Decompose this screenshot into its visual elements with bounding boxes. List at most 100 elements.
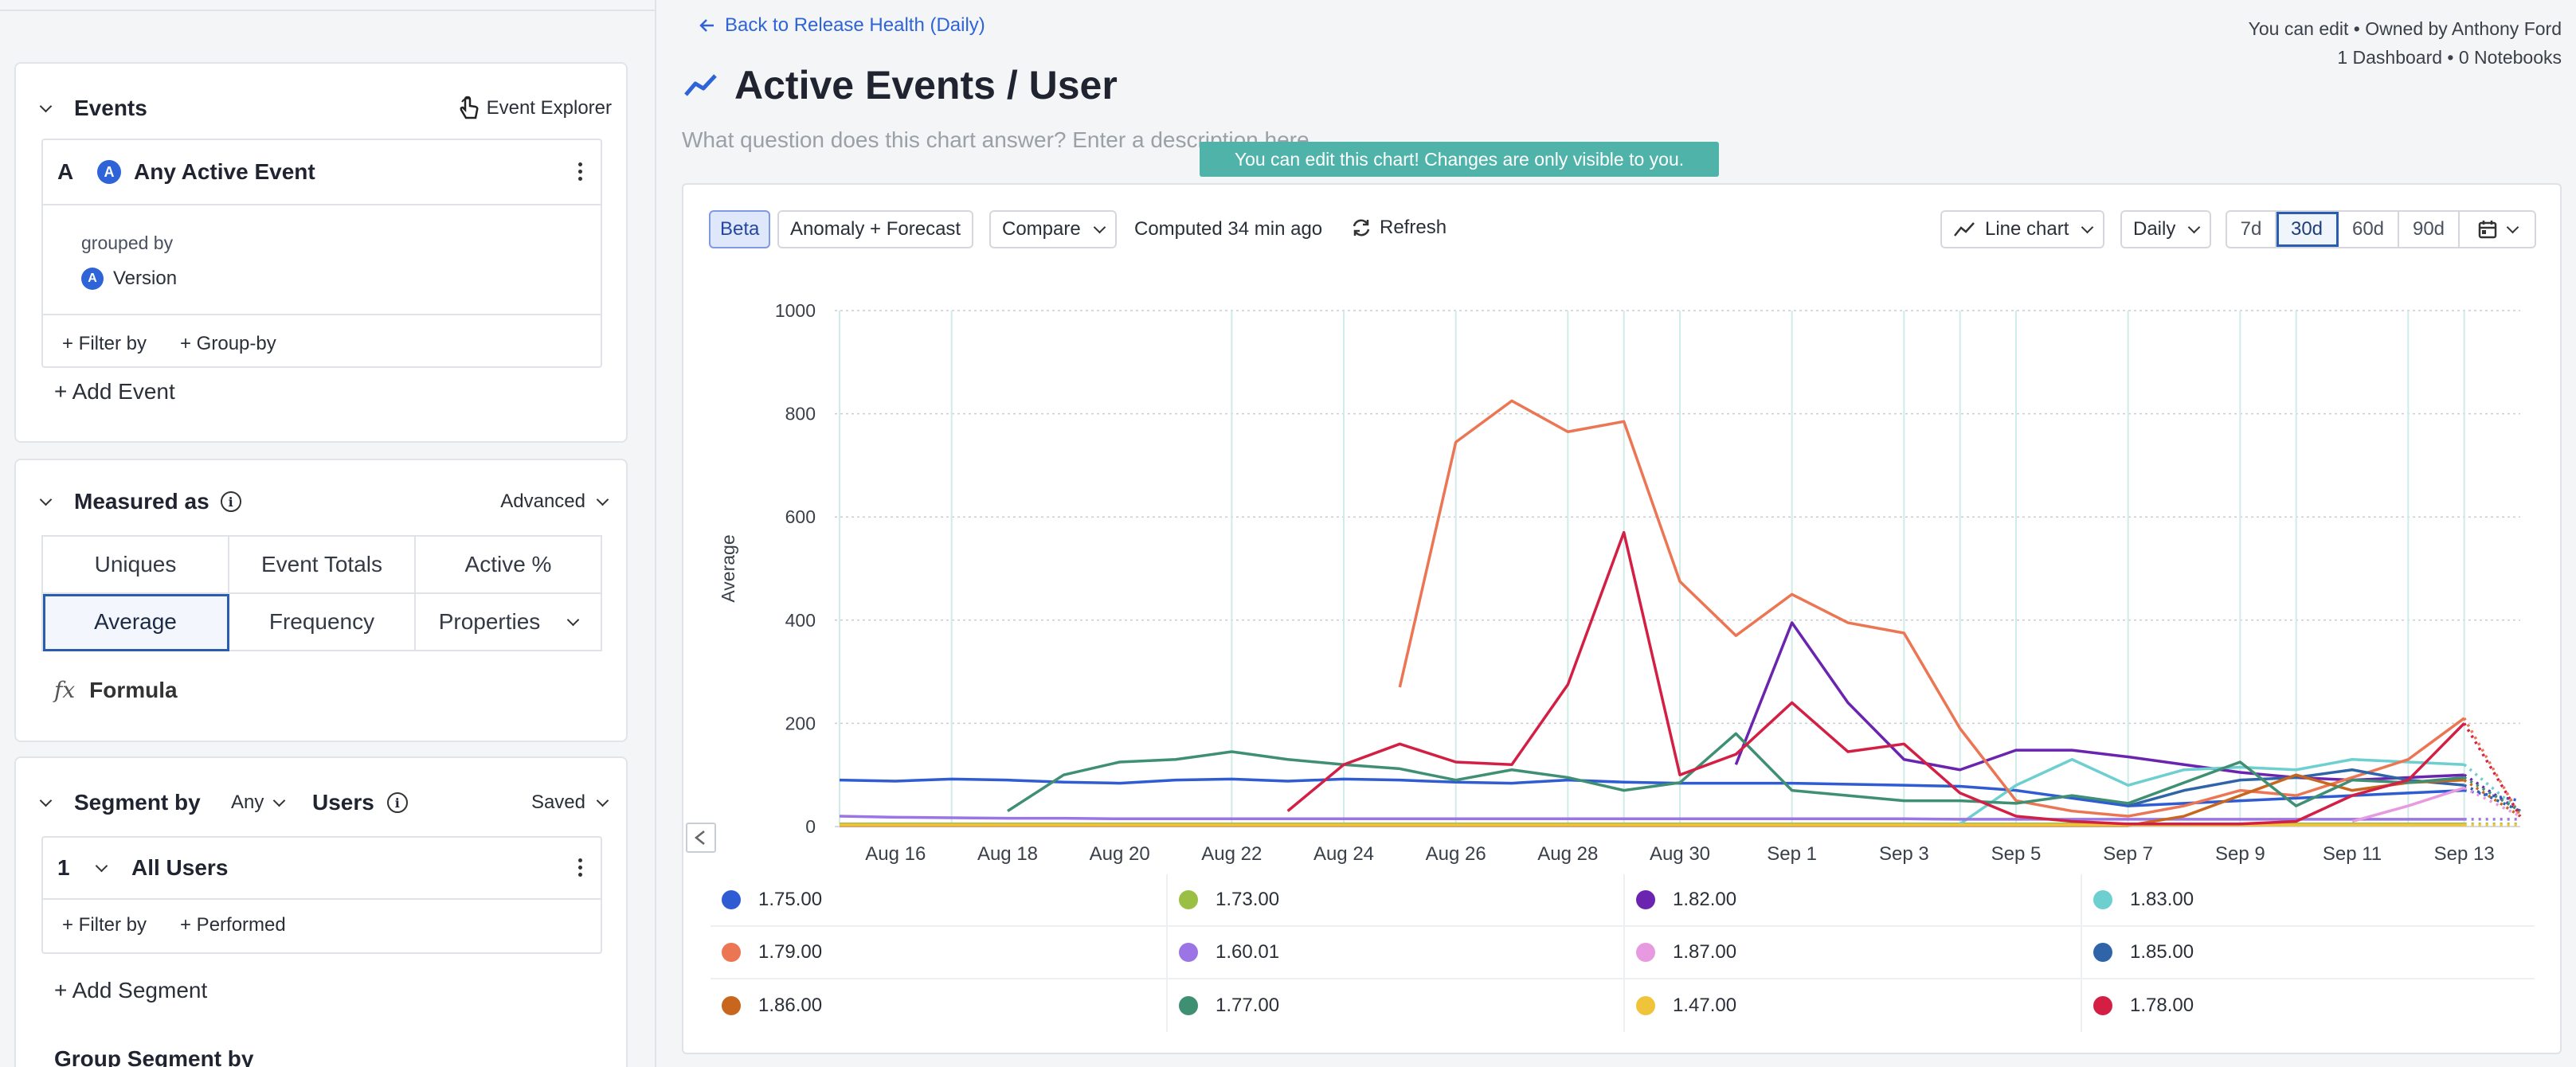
x-tick-label: Sep 5 [1991,843,2042,865]
divider [43,314,601,315]
chevron-down-icon [39,493,53,506]
chart-type-dropdown[interactable]: Line chart [1940,210,2105,248]
chevron-down-icon [596,493,609,506]
line-chart-icon [1954,222,1975,236]
beta-badge[interactable]: Beta [709,210,771,248]
legend-item[interactable]: 1.60.01 [1168,927,1625,978]
legend-item[interactable]: 1.78.00 [2082,979,2535,1032]
calendar-dropdown[interactable] [2460,212,2535,247]
x-tick-label: Aug 26 [1426,843,1486,865]
measure-properties[interactable]: Properties [416,594,602,651]
chart-type-label: Line chart [1985,218,2069,240]
event-box: A A Any Active Event grouped by A Versio… [41,139,602,368]
back-link[interactable]: Back to Release Health (Daily) [698,14,985,37]
legend-label: 1.83.00 [2130,889,2194,910]
x-tick-label: Sep 3 [1879,843,1929,865]
group-value: Version [113,268,178,289]
legend-item[interactable]: 1.83.00 [2082,874,2535,925]
dashboards-notebooks-line[interactable]: 1 Dashboard • 0 Notebooks [2337,47,2562,68]
info-icon[interactable]: i [386,792,408,813]
segment-section-toggle[interactable]: Segment by [39,790,201,815]
group-by-button[interactable]: + Group-by [180,333,276,354]
saved-dropdown[interactable]: Saved [530,791,609,814]
performed-button[interactable]: + Performed [180,914,286,936]
measure-frequency[interactable]: Frequency [229,594,416,651]
legend-item[interactable]: 1.86.00 [711,979,1168,1032]
add-event-button[interactable]: + Add Event [54,379,175,404]
range-90d[interactable]: 90d [2399,212,2460,247]
legend-label: 1.82.00 [1673,889,1737,910]
measure-event-totals[interactable]: Event Totals [229,537,416,594]
x-tick-label: Aug 30 [1650,843,1710,865]
measured-card: Measured as i Advanced Uniques Event Tot… [14,459,628,742]
info-icon[interactable]: i [220,491,241,512]
legend-item[interactable]: 1.47.00 [1625,979,2082,1032]
legend-item[interactable]: 1.73.00 [1168,874,1625,925]
y-axis-label: Average [718,534,738,602]
event-letter: A [57,159,74,184]
segment-row[interactable]: 1 All Users [43,838,601,900]
event-row[interactable]: A A Any Active Event [43,140,601,205]
x-tick-label: Sep 13 [2434,843,2495,865]
group-segment-header: Group Segment by [54,1046,254,1067]
legend-color-dot [1179,996,1198,1015]
advanced-dropdown[interactable]: Advanced [500,491,609,513]
refresh-button[interactable]: Refresh [1351,217,1447,239]
legend-item[interactable]: 1.77.00 [1168,979,1625,1032]
legend-item[interactable]: 1.87.00 [1625,927,2082,978]
legend-label: 1.77.00 [1216,995,1280,1016]
event-explorer-button[interactable]: Event Explorer [458,96,612,121]
measure-active-percent[interactable]: Active % [416,537,602,594]
saved-label: Saved [530,791,585,813]
series-line-1.78.00[interactable] [1286,530,2465,826]
events-header: Events [74,96,147,120]
anomaly-forecast-button[interactable]: Anomaly + Forecast [777,210,974,248]
chevron-down-icon[interactable] [95,859,108,872]
series-line-1.77.00[interactable] [1007,732,2464,813]
group-avatar-icon: A [81,268,104,290]
any-label: Any [231,791,264,813]
compare-dropdown[interactable]: Compare [989,210,1117,248]
events-section-toggle[interactable]: Events [39,96,147,121]
arrow-left-icon [699,19,714,32]
series-incomplete-segment [2463,786,2521,818]
measured-section-toggle[interactable]: Measured as i [39,489,241,514]
legend-color-dot [722,890,741,909]
legend-item[interactable]: 1.82.00 [1625,874,2082,925]
series-line-1.87.00[interactable] [2351,786,2465,823]
segment-any-dropdown[interactable]: Any [231,791,286,814]
segment-header: Segment by [74,790,201,815]
group-chip[interactable]: A Version [81,268,177,290]
event-more-icon[interactable] [578,162,583,184]
range-7d[interactable]: 7d [2227,212,2277,247]
legend-item[interactable]: 1.75.00 [711,874,1168,925]
page-title: Active Events / User [683,62,1118,108]
series-line-1.60.01[interactable] [839,815,2464,821]
page-title-text[interactable]: Active Events / User [734,63,1118,107]
y-tick-label: 0 [805,816,816,837]
filter-by-button[interactable]: + Filter by [62,333,147,354]
chart-scroll-left-button[interactable] [686,823,716,853]
formula-icon: fx [54,677,76,703]
range-30d[interactable]: 30d [2277,212,2339,247]
interval-dropdown[interactable]: Daily [2120,210,2212,248]
measure-uniques[interactable]: Uniques [43,537,229,594]
computed-status: Computed 34 min ago [1134,218,1323,240]
series-incomplete-segment [2463,763,2522,812]
legend-label: 1.86.00 [758,995,823,1016]
segment-more-icon[interactable] [578,858,583,880]
legend-item[interactable]: 1.79.00 [711,927,1168,978]
segment-filter-by-button[interactable]: + Filter by [62,914,147,936]
range-60d[interactable]: 60d [2339,212,2399,247]
series-line-1.83.00[interactable] [1959,758,2464,826]
series-line-1.82.00[interactable] [1734,621,2464,782]
measure-average[interactable]: Average [43,594,229,651]
legend-item[interactable]: 1.85.00 [2082,927,2535,978]
legend-color-dot [1179,943,1198,962]
formula-button[interactable]: fx Formula [54,677,178,703]
x-tick-label: Aug 28 [1537,843,1598,865]
chevron-down-icon [39,794,53,807]
y-tick-label: 800 [785,404,816,424]
add-segment-button[interactable]: + Add Segment [54,978,208,1003]
series-line-1.79.00[interactable] [1398,399,2465,818]
